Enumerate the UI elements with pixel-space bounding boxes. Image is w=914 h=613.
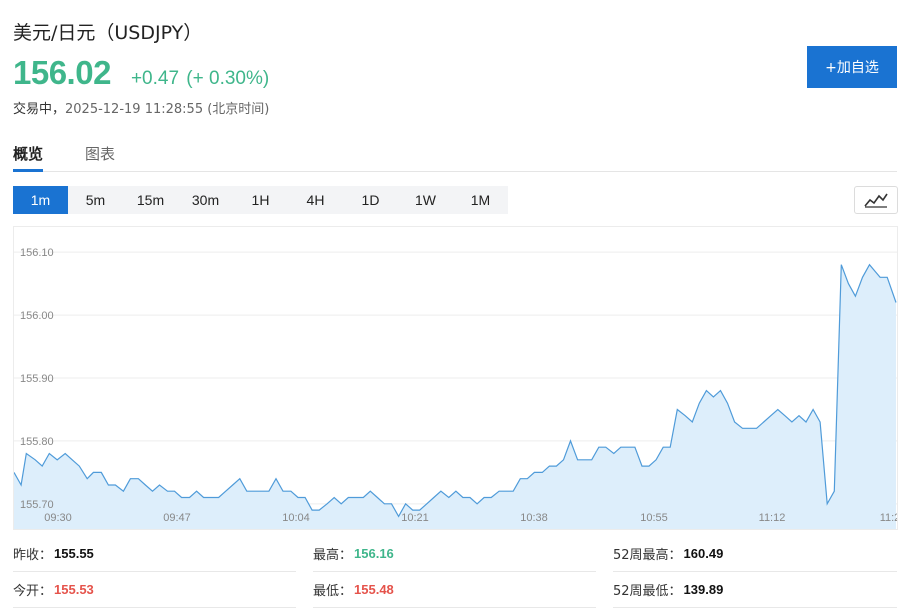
interval-1m[interactable]: 1m [13, 186, 68, 214]
tab-chart[interactable]: 图表 [85, 145, 116, 163]
stat-label: 昨收： [13, 548, 53, 563]
stat-label: 52周最高： [613, 548, 682, 563]
status-label: 交易中， [13, 102, 66, 117]
y-tick-label: 155.90 [20, 373, 54, 385]
interval-1h[interactable]: 1H [251, 192, 270, 208]
y-tick-label: 155.80 [20, 436, 54, 448]
stat-value: 160.49 [683, 546, 724, 561]
x-tick-label: 10:38 [520, 512, 548, 524]
y-tick-label: 155.70 [20, 499, 54, 511]
stat-label: 最低： [313, 584, 353, 599]
tab-overview[interactable]: 概览 [13, 143, 44, 172]
stat-52w-high: 52周最高： 160.49 [613, 536, 897, 572]
interval-1d[interactable]: 1D [361, 192, 380, 208]
stat-value: 155.53 [54, 582, 94, 597]
x-tick-label: 10:21 [401, 512, 429, 524]
x-tick-label: 11:2 [880, 512, 897, 524]
x-tick-label: 09:30 [44, 512, 72, 524]
stat-value: 156.16 [354, 546, 394, 561]
stat-open: 今开： 155.53 [13, 572, 296, 608]
price-line [14, 263, 897, 518]
chart-type-button[interactable] [854, 186, 898, 214]
interval-30m[interactable]: 30m [191, 192, 220, 208]
stat-label: 最高： [313, 548, 353, 563]
add-to-watchlist-button[interactable]: +加自选 [807, 46, 897, 88]
instrument-title: 美元/日元（USDJPY） [13, 22, 203, 44]
interval-5m[interactable]: 5m [85, 192, 106, 208]
trading-status: 交易中，2025-12-19 11:28:55 (北京时间) [13, 98, 269, 117]
x-tick-label: 10:04 [282, 512, 310, 524]
interval-15m[interactable]: 15m [136, 192, 165, 208]
price-chart[interactable]: 156.10 156.00 155.90 155.80 155.70 09:30 09:47… [13, 226, 898, 530]
interval-1mo[interactable]: 1M [470, 192, 491, 208]
interval-1w[interactable]: 1W [415, 192, 436, 208]
stat-value: 155.48 [354, 582, 394, 597]
stat-52w-low: 52周最低： 139.89 [613, 572, 897, 608]
y-tick-label: 156.10 [20, 247, 54, 259]
change-percent: (+ 0.30%) [186, 68, 270, 89]
stat-value: 139.89 [683, 582, 724, 597]
price-change: +0.47 (+ 0.30%) [131, 68, 269, 90]
stat-prev-close: 昨收： 155.55 [13, 536, 296, 572]
x-tick-label: 09:47 [163, 512, 191, 524]
interval-4h[interactable]: 4H [306, 192, 325, 208]
interval-selector: 1m 5m 15m 30m 1H 4H 1D 1W 1M [13, 186, 508, 214]
y-tick-label: 156.00 [20, 310, 54, 322]
status-time: 2025-12-19 11:28:55 (北京时间) [65, 102, 270, 117]
line-chart-icon [864, 193, 888, 208]
price-area [14, 264, 896, 529]
stat-label: 52周最低： [613, 584, 682, 599]
change-value: +0.47 [130, 68, 180, 89]
current-price: 156.02 [13, 54, 111, 91]
stat-value: 155.55 [54, 546, 94, 561]
price-row: 156.02 +0.47 (+ 0.30%) [13, 54, 269, 92]
stat-label: 今开： [13, 584, 53, 599]
stat-high: 最高： 156.16 [313, 536, 596, 572]
x-tick-label: 10:55 [640, 512, 668, 524]
stat-low: 最低： 155.48 [313, 572, 596, 608]
x-tick-label: 11:12 [759, 512, 786, 524]
tab-bar: 概览 图表 [13, 140, 897, 172]
